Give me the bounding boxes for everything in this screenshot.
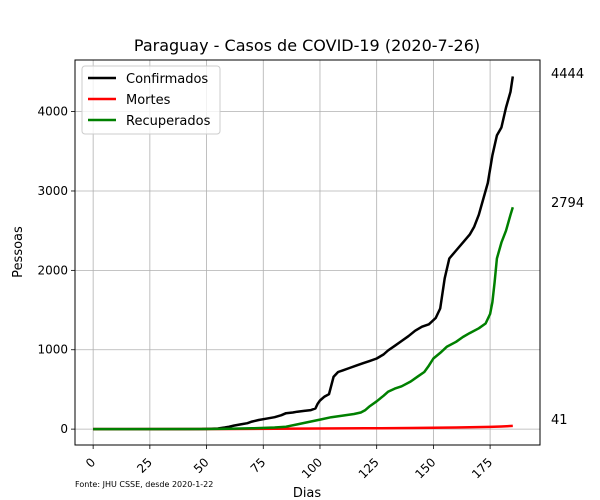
source-note: Fonte: JHU CSSE, desde 2020-1-22: [75, 480, 213, 489]
series-line-recuperados: [93, 206, 514, 431]
end-label-recuperados: 2794: [551, 196, 584, 211]
legend: Confirmados Mortes Recuperados: [81, 65, 221, 135]
y-tick-label: 0: [60, 422, 68, 436]
series-line-confirmados: [93, 76, 515, 431]
y-tick-label: 4000: [37, 105, 68, 119]
end-label-confirmados: 4444: [551, 67, 584, 82]
x-tick-label: 50: [191, 455, 212, 476]
y-tick-label: 1000: [37, 343, 68, 357]
legend-label-mortes: Mortes: [126, 93, 171, 108]
x-tick-label: 100: [299, 455, 325, 481]
x-tick-label: 175: [469, 455, 495, 481]
y-axis-label: Pessoas: [11, 226, 26, 278]
x-tick-label: 0: [83, 455, 98, 470]
x-tick-label: 125: [356, 455, 382, 481]
legend-label-confirmados: Confirmados: [126, 72, 208, 87]
y-tick-label: 3000: [37, 184, 68, 198]
end-label-mortes: 41: [551, 413, 568, 428]
legend-box: [81, 65, 221, 135]
x-tick-label: 75: [248, 455, 269, 476]
series-lines: [93, 76, 515, 431]
y-tick-label: 2000: [37, 263, 68, 277]
x-tick-label: 150: [412, 455, 438, 481]
x-axis-label: Dias: [293, 486, 322, 500]
x-axis: 0 25 50 75 100 125 150 175: [83, 445, 495, 481]
plot-frame: [74, 59, 541, 446]
chart-title: Paraguay - Casos de COVID-19 (2020-7-26): [134, 36, 480, 55]
x-tick-label: 25: [134, 455, 155, 476]
y-axis: 0 1000 2000 3000 4000: [37, 105, 75, 436]
legend-label-recuperados: Recuperados: [126, 114, 211, 129]
